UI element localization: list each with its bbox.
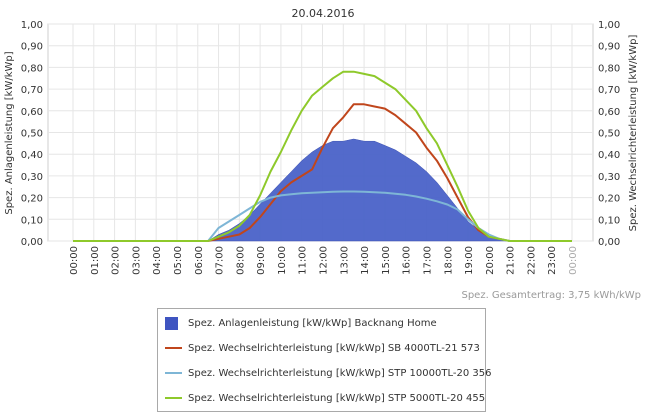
x-tick-label: 11:00 [298, 246, 309, 275]
y-tick-label-left: 0,80 [21, 63, 43, 74]
x-tick-label: 15:00 [381, 246, 392, 275]
x-tick-label: 08:00 [235, 246, 246, 275]
y-tick-label-right: 0,80 [598, 63, 620, 74]
legend-swatch-line [165, 372, 182, 374]
legend-item-sb4000: Spez. Wechselrichterleistung [kW/kWp] SB… [165, 338, 480, 358]
y-axis-left-label: Spez. Anlagenleistung [kW/kWp] [4, 51, 15, 214]
y-tick-label-left: 0,90 [21, 42, 43, 53]
x-tick-label: 01:00 [90, 246, 101, 275]
y-tick-label-right: 1,00 [598, 20, 620, 31]
y-tick-label-right: 0,10 [598, 215, 620, 226]
y-tick-label-right: 0,20 [598, 194, 620, 205]
x-tick-label: 00:00 [568, 246, 579, 275]
y-tick-label-right: 0,90 [598, 42, 620, 53]
y-axis-right-ticks: 0,00 0,10 0,20 0,30 0,40 0,50 0,60 0,70 0,80 0,90… [598, 20, 620, 248]
legend-swatch-line [165, 347, 182, 349]
x-tick-label: 22:00 [526, 246, 537, 275]
legend-label: Spez. Wechselrichterleistung [kW/kWp] ST… [188, 392, 486, 404]
x-tick-label: 18:00 [443, 246, 454, 275]
x-tick-label: 02:00 [111, 246, 122, 275]
x-tick-label: 14:00 [360, 246, 371, 275]
x-tick-label: 19:00 [464, 246, 475, 275]
series-line-3 [73, 70, 572, 242]
legend-item-stp10000: Spez. Wechselrichterleistung [kW/kWp] ST… [165, 363, 491, 383]
y-tick-label-right: 0,60 [598, 107, 620, 118]
legend-label: Spez. Wechselrichterleistung [kW/kWp] SB… [188, 342, 480, 354]
legend-label: Spez. Wechselrichterleistung [kW/kWp] ST… [188, 367, 492, 379]
legend-swatch-line [165, 397, 182, 399]
y-tick-label-right: 0,00 [598, 237, 620, 248]
total-yield-label: Spez. Gesamtertrag: 3,75 kWh/kWp [461, 290, 641, 301]
x-axis-ticks: 00:00 01:00 02:00 03:00 04:00 05:00 06:00 07:00… [69, 246, 579, 275]
chart-title: 20.04.2016 [292, 7, 355, 20]
y-tick-label-right: 0,50 [598, 129, 620, 140]
y-tick-label-left: 0,30 [21, 172, 43, 183]
x-tick-label: 04:00 [152, 246, 163, 275]
y-tick-label-right: 0,30 [598, 172, 620, 183]
x-tick-label: 23:00 [547, 246, 558, 275]
legend-item-stp5000: Spez. Wechselrichterleistung [kW/kWp] ST… [165, 388, 485, 408]
x-tick-label: 13:00 [339, 246, 350, 275]
x-tick-label: 12:00 [319, 246, 330, 275]
x-tick-label: 03:00 [131, 246, 142, 275]
legend-item-anlagenleistung: Spez. Anlagenleistung [kW/kWp] Backnang … [165, 313, 437, 333]
y-tick-label-left: 0,10 [21, 215, 43, 226]
x-tick-label: 00:00 [69, 246, 80, 275]
legend: Spez. Anlagenleistung [kW/kWp] Backnang … [157, 308, 491, 412]
x-tick-label: 17:00 [422, 246, 433, 275]
y-tick-label-left: 0,70 [21, 85, 43, 96]
legend-swatch-area [165, 316, 178, 330]
y-tick-label-left: 0,50 [21, 129, 43, 140]
y-tick-label-left: 0,40 [21, 150, 43, 161]
y-axis-right-label: Spez. Wechselrichterleistung [kW/kWp] [628, 35, 639, 232]
x-tick-label: 16:00 [402, 246, 413, 275]
legend-label: Spez. Anlagenleistung [kW/kWp] Backnang … [188, 317, 437, 329]
x-tick-label: 20:00 [485, 246, 496, 275]
x-tick-label: 09:00 [256, 246, 267, 275]
x-tick-label: 10:00 [277, 246, 288, 275]
y-tick-label-left: 0,60 [21, 107, 43, 118]
x-tick-label: 05:00 [173, 246, 184, 275]
y-axis-left-ticks: 0,00 0,10 0,20 0,30 0,40 0,50 0,60 0,70 0,80 0,90… [21, 20, 43, 248]
y-tick-label-right: 0,70 [598, 85, 620, 96]
x-tick-label: 06:00 [194, 246, 205, 275]
y-tick-label-left: 0,00 [21, 237, 43, 248]
y-tick-label-left: 1,00 [21, 20, 43, 31]
y-tick-label-right: 0,40 [598, 150, 620, 161]
line-series-layer [73, 70, 572, 242]
x-tick-label: 07:00 [215, 246, 226, 275]
y-tick-label-left: 0,20 [21, 194, 43, 205]
x-tick-label: 21:00 [506, 246, 517, 275]
